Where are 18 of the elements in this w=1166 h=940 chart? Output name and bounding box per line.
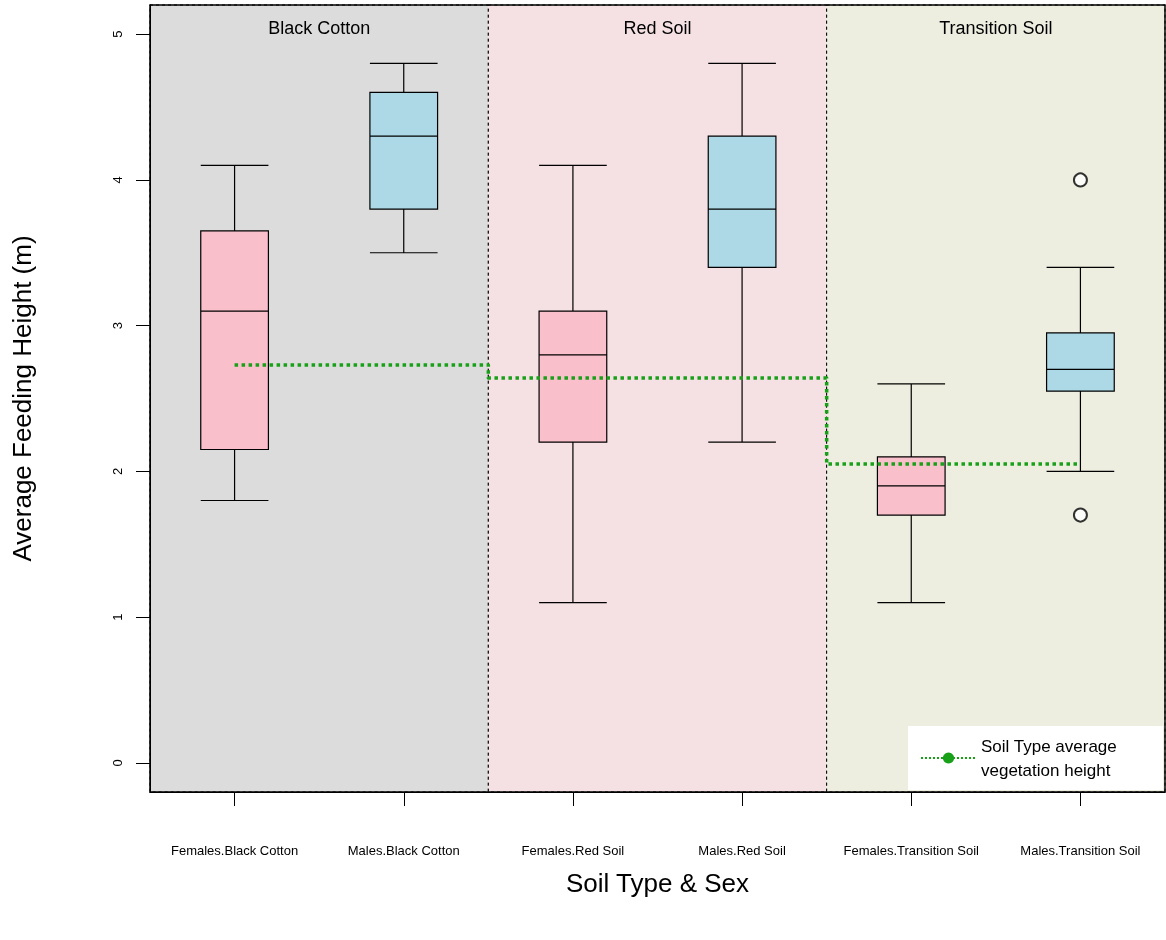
x-axis-title: Soil Type & Sex: [565, 868, 750, 898]
x-tick-label: Females.Black Cotton: [171, 843, 299, 858]
x-tick-label: Males.Red Soil: [698, 843, 786, 858]
x-tick-label: Males.Black Cotton: [347, 843, 460, 858]
y-tick-label: 4: [110, 176, 125, 184]
legend-label: Soil Type average vegetation height: [981, 736, 1122, 780]
y-tick-label: 2: [110, 467, 125, 475]
y-tick-label: 0: [110, 759, 125, 767]
y-axis-title: Average Feeding Height (m): [7, 235, 37, 562]
y-tick-label: 1: [110, 613, 125, 621]
y-tick-label: 5: [110, 30, 125, 38]
y-tick-label: 3: [110, 322, 125, 330]
band-label: Red Soil: [623, 18, 692, 38]
band-label: Transition Soil: [939, 18, 1053, 38]
x-tick-label: Females.Transition Soil: [843, 843, 980, 858]
x-tick-label: Females.Red Soil: [521, 843, 625, 858]
band-label: Black Cotton: [268, 18, 371, 38]
x-tick-label: Males.Transition Soil: [1020, 843, 1141, 858]
